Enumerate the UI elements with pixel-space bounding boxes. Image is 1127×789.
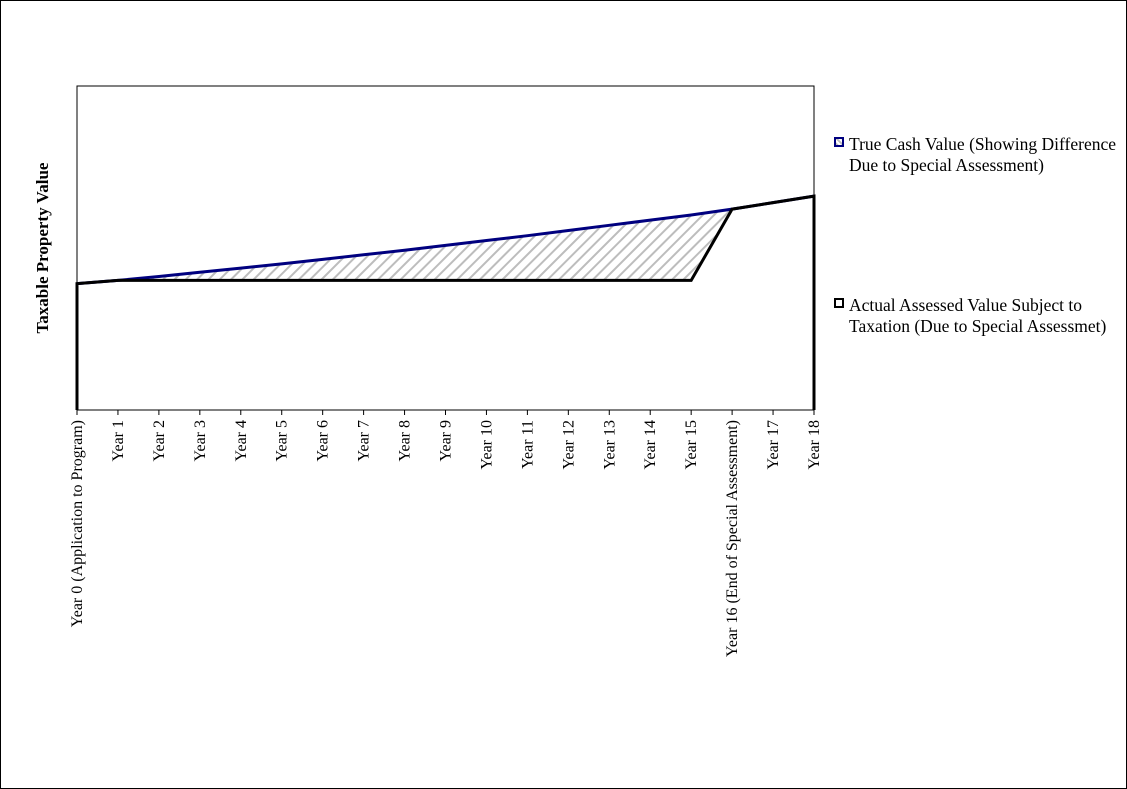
legend-item-true-cash-value: True Cash Value (Showing Difference Due … [834, 134, 1127, 176]
x-tick-label: Year 13 [601, 420, 618, 469]
x-tick-label: Year 9 [438, 420, 455, 461]
x-tick-label: Year 4 [233, 420, 250, 461]
legend-item-actual-assessed-value: Actual Assessed Value Subject to Taxatio… [834, 295, 1127, 337]
x-tick-label: Year 1 [110, 420, 127, 461]
x-tick-label: Year 15 [683, 420, 700, 469]
x-tick-label: Year 6 [315, 420, 332, 461]
legend-label-true-cash-value: True Cash Value (Showing Difference Due … [849, 134, 1116, 175]
series-line-true-cash-value [76, 194, 815, 286]
x-tick-label: Year 10 [478, 420, 495, 469]
x-tick-label: Year 7 [356, 420, 373, 461]
x-tick-label: Year 18 [806, 420, 823, 469]
x-tick-label: Year 0 (Application to Program) [69, 420, 86, 627]
x-tick-label: Year 3 [192, 420, 209, 461]
x-tick-label: Year 16 (End of Special Assessment) [724, 420, 741, 657]
series-line-actual-assessed-value [75, 194, 816, 410]
legend-swatch-actual-assessed-value [834, 298, 844, 308]
x-tick-label: Year 12 [560, 420, 577, 469]
x-tick-label: Year 17 [765, 420, 782, 469]
x-tick-label: Year 8 [397, 420, 414, 461]
difference-area [77, 196, 814, 284]
x-tick-label: Year 11 [519, 420, 536, 469]
legend-swatch-true-cash-value [834, 137, 844, 147]
x-tick-label: Year 2 [151, 420, 168, 461]
x-tick-label: Year 14 [642, 420, 659, 469]
x-tick-label: Year 5 [274, 420, 291, 461]
y-axis-label: Taxable Property Value [33, 162, 52, 333]
legend-label-actual-assessed-value: Actual Assessed Value Subject to Taxatio… [849, 295, 1107, 336]
